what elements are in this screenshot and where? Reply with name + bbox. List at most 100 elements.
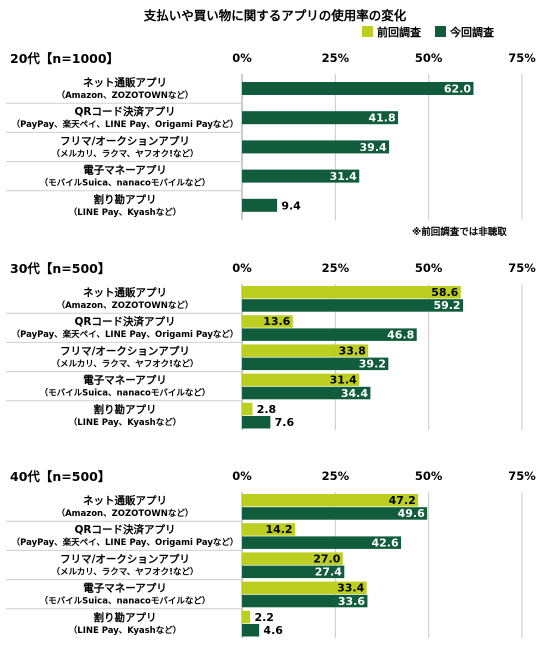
category-sublabel: （LINE Pay、Kyashなど）	[69, 207, 181, 218]
bar	[242, 565, 345, 579]
data-label: 39.2	[359, 358, 386, 371]
bar	[242, 386, 371, 400]
data-label: 46.8	[387, 328, 414, 341]
bar	[242, 507, 428, 520]
category-label: ネット通販アプリ	[83, 494, 167, 507]
bar	[242, 552, 343, 565]
bar	[242, 357, 389, 371]
data-label: 34.4	[341, 387, 368, 400]
tick-label: 75%	[508, 51, 536, 65]
bar	[242, 328, 417, 341]
bar	[242, 140, 390, 154]
chart-panel: 40代【n=500】 0% 25% 50% 75% ネット通販アプリ（Amazon、ZOZ…	[6, 469, 536, 638]
legend-label-previous: 前回調査	[377, 25, 421, 39]
chart-panel: 20代【n=1000】 0% 25% 50% 75% ネット通販アプリ（Amazon、ZO…	[6, 51, 536, 220]
tick-label: 25%	[322, 261, 350, 275]
data-label: 41.8	[368, 112, 395, 125]
category-label: 電子マネーアプリ	[83, 582, 167, 595]
category-label: フリマ/オークションアプリ	[60, 552, 190, 565]
bar	[242, 416, 271, 429]
data-label: 47.2	[389, 494, 416, 507]
bar	[242, 610, 251, 624]
bar	[242, 536, 402, 549]
category-label: 電子マネーアプリ	[83, 374, 167, 387]
bar	[242, 344, 369, 357]
data-label: 2.8	[257, 403, 277, 416]
legend-label-current: 今回調査	[449, 25, 494, 39]
data-label: 31.4	[330, 374, 357, 387]
category-label: 電子マネーアプリ	[83, 164, 167, 177]
data-label: 9.4	[281, 199, 301, 212]
category-sublabel: （メルカリ、ラクマ、ヤフオク!など）	[51, 148, 198, 159]
bar	[242, 624, 260, 637]
chart-panels: 20代【n=1000】 0% 25% 50% 75%ネット通販アプリ（Amazon、ZO…	[6, 51, 536, 638]
category-label: フリマ/オークションアプリ	[60, 134, 190, 147]
data-label: 62.0	[444, 83, 471, 96]
bar	[242, 111, 399, 125]
category-sublabel: （Amazon、ZOZOTOWNなど）	[57, 90, 194, 101]
category-label: 割り勘アプリ	[94, 611, 157, 624]
tick-label: 0%	[232, 51, 252, 65]
chart-panel: 30代【n=500】 0% 25% 50% 75% ネット通販アプリ（Amazon、ZOZ…	[6, 261, 536, 430]
category-sublabel: （モバイルSuica、nanacoモバイルなど）	[40, 178, 211, 189]
bar	[242, 82, 474, 95]
tick-label: 75%	[508, 261, 536, 275]
category-sublabel: （メルカリ、ラクマ、ヤフオク!など）	[51, 566, 198, 577]
category-sublabel: （モバイルSuica、nanacoモバイルなど）	[40, 388, 211, 399]
bar	[242, 198, 278, 212]
panel-label: 30代【n=500】	[10, 261, 110, 276]
category-label: 割り勘アプリ	[94, 403, 157, 416]
data-label: 13.6	[263, 315, 290, 328]
category-label: QRコード決済アプリ	[74, 105, 175, 118]
bar	[242, 494, 419, 507]
category-sublabel: （LINE Pay、Kyashなど）	[69, 625, 181, 636]
tick-label: 0%	[232, 469, 252, 483]
legend: 前回調査 今回調査	[362, 25, 494, 39]
category-sublabel: （Amazon、ZOZOTOWNなど）	[57, 300, 194, 311]
bar	[242, 594, 368, 608]
data-label: 33.6	[338, 595, 365, 608]
data-label: 27.0	[313, 552, 340, 565]
category-sublabel: （PayPay、楽天ペイ、LINE Pay、Origami Payなど）	[12, 537, 239, 548]
category-label: ネット通販アプリ	[83, 76, 167, 89]
bar	[242, 402, 253, 416]
data-label: 4.6	[263, 624, 283, 637]
data-label: 31.4	[330, 170, 357, 183]
tick-label: 50%	[415, 51, 443, 65]
data-label: 33.4	[337, 582, 364, 595]
category-sublabel: （Amazon、ZOZOTOWNなど）	[57, 508, 194, 519]
category-label: 割り勘アプリ	[94, 193, 157, 206]
data-label: 33.8	[339, 344, 366, 357]
note-text: ※前回調査では非聴取	[412, 226, 507, 238]
category-sublabel: （メルカリ、ラクマ、ヤフオク!など）	[51, 358, 198, 369]
category-label: QRコード決済アプリ	[74, 315, 175, 328]
bar	[242, 373, 360, 387]
data-label: 42.6	[371, 536, 398, 549]
category-label: QRコード決済アプリ	[74, 523, 175, 536]
category-sublabel: （PayPay、楽天ペイ、LINE Pay、Origami Payなど）	[12, 329, 239, 340]
category-sublabel: （モバイルSuica、nanacoモバイルなど）	[40, 596, 211, 607]
tick-label: 50%	[415, 469, 443, 483]
category-sublabel: （LINE Pay、Kyashなど）	[69, 417, 181, 428]
bar	[242, 315, 293, 328]
data-label: 7.6	[275, 416, 295, 429]
legend-swatch-current	[435, 26, 446, 37]
bar	[242, 299, 464, 312]
panel-label: 40代【n=500】	[10, 469, 110, 484]
bar	[242, 169, 360, 183]
data-label: 27.4	[315, 566, 342, 579]
data-label: 2.2	[254, 611, 274, 624]
tick-label: 50%	[415, 261, 443, 275]
tick-label: 25%	[322, 51, 350, 65]
legend-swatch-previous	[362, 26, 373, 37]
bar	[242, 523, 296, 536]
panel-label: 20代【n=1000】	[10, 51, 119, 66]
category-label: ネット通販アプリ	[83, 286, 167, 299]
category-label: フリマ/オークションアプリ	[60, 344, 190, 357]
category-sublabel: （PayPay、楽天ペイ、LINE Pay、Origami Payなど）	[12, 119, 239, 130]
bar	[242, 286, 461, 299]
tick-label: 0%	[232, 261, 252, 275]
data-label: 49.6	[398, 507, 425, 520]
chart-title: 支払いや買い物に関するアプリの使用率の変化	[143, 8, 407, 23]
